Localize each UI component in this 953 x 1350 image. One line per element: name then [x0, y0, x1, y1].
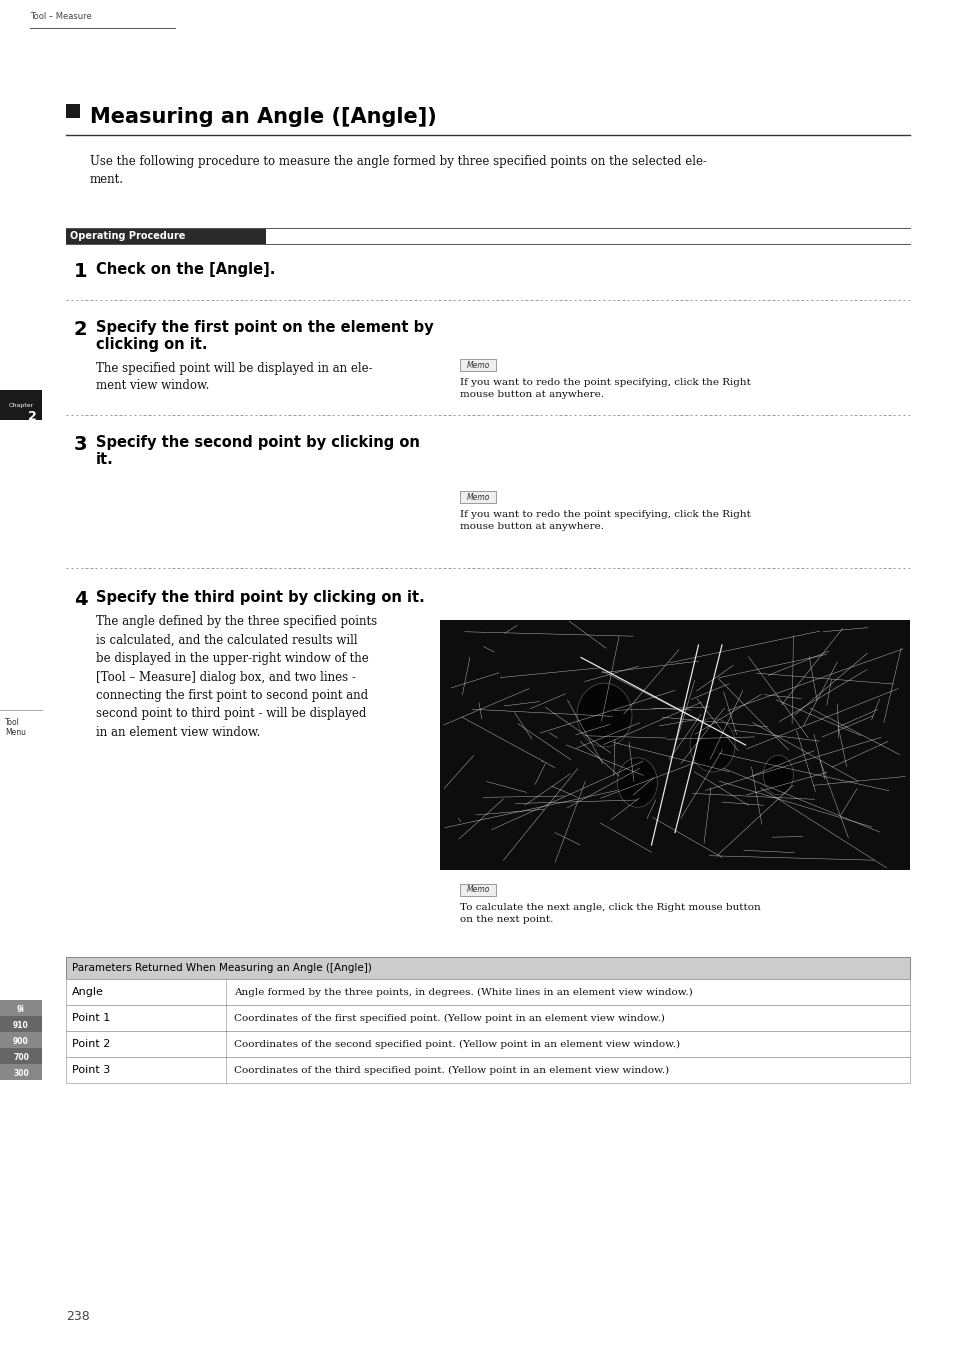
Text: Menu: Menu [5, 728, 26, 737]
Text: 2: 2 [28, 409, 36, 423]
Text: 900: 900 [13, 1037, 29, 1045]
Text: Point 2: Point 2 [71, 1040, 111, 1049]
Text: Point 1: Point 1 [71, 1012, 111, 1023]
Ellipse shape [617, 757, 657, 807]
Text: Specify the first point on the element by
clicking on it.: Specify the first point on the element b… [96, 320, 434, 352]
Bar [66, 1031, 909, 1057]
Text: Coordinates of the second specified point. (Yellow point in an element view wind: Coordinates of the second specified poin… [233, 1040, 679, 1049]
Text: 238: 238 [66, 1310, 90, 1323]
Text: 9i: 9i [17, 1004, 25, 1014]
Text: Specify the third point by clicking on it.: Specify the third point by clicking on i… [96, 590, 424, 605]
Text: Memo: Memo [466, 360, 489, 370]
Text: Chapter: Chapter [9, 404, 33, 409]
Bar [0, 1031, 42, 1048]
Text: Measuring an Angle ([Angle]): Measuring an Angle ([Angle]) [90, 107, 436, 127]
Text: Coordinates of the third specified point. (Yellow point in an element view windo: Coordinates of the third specified point… [233, 1065, 668, 1075]
Bar [0, 1048, 42, 1064]
Text: The specified point will be displayed in an ele-
ment view window.: The specified point will be displayed in… [96, 362, 373, 391]
Bar [66, 979, 909, 1004]
Text: Parameters Returned When Measuring an Angle ([Angle]): Parameters Returned When Measuring an An… [71, 963, 372, 973]
Bar [0, 1064, 42, 1080]
Bar [66, 957, 909, 979]
Text: Point 3: Point 3 [71, 1065, 111, 1075]
Text: Use the following procedure to measure the angle formed by three specified point: Use the following procedure to measure t… [90, 155, 706, 186]
Text: The angle defined by the three specified points
is calculated, and the calculate: The angle defined by the three specified… [96, 616, 376, 738]
Bar [0, 1000, 42, 1017]
Bar [66, 104, 80, 117]
Text: 3: 3 [74, 435, 88, 454]
Text: Memo: Memo [466, 493, 489, 501]
Ellipse shape [762, 755, 793, 795]
Text: Coordinates of the first specified point. (Yellow point in an element view windo: Coordinates of the first specified point… [233, 1014, 664, 1022]
Bar [459, 884, 496, 896]
Text: 300: 300 [13, 1068, 29, 1077]
Text: 4: 4 [74, 590, 88, 609]
Text: If you want to redo the point specifying, click the Right
mouse button at anywhe: If you want to redo the point specifying… [459, 378, 750, 398]
Text: Specify the second point by clicking on
it.: Specify the second point by clicking on … [96, 435, 419, 467]
Text: 1: 1 [74, 262, 88, 281]
Text: Memo: Memo [466, 886, 489, 895]
Ellipse shape [577, 683, 631, 747]
Text: Angle formed by the three points, in degrees. (White lines in an element view wi: Angle formed by the three points, in deg… [233, 987, 692, 996]
Text: Tool: Tool [5, 718, 20, 728]
Text: If you want to redo the point specifying, click the Right
mouse button at anywhe: If you want to redo the point specifying… [459, 510, 750, 531]
Bar [0, 390, 42, 420]
Text: 2: 2 [74, 320, 88, 339]
Bar [66, 228, 266, 244]
Bar [0, 1017, 42, 1031]
Text: Angle: Angle [71, 987, 104, 998]
Text: Tool – Measure: Tool – Measure [30, 12, 91, 22]
Bar [459, 359, 496, 371]
Bar [66, 1004, 909, 1031]
Bar [439, 620, 909, 869]
Ellipse shape [689, 718, 735, 772]
Text: Operating Procedure: Operating Procedure [70, 231, 185, 242]
Text: To calculate the next angle, click the Right mouse button
on the next point.: To calculate the next angle, click the R… [459, 903, 760, 923]
Bar [459, 491, 496, 504]
Text: Check on the [Angle].: Check on the [Angle]. [96, 262, 275, 277]
Bar [66, 1057, 909, 1083]
Text: 910: 910 [13, 1021, 29, 1030]
Text: 700: 700 [13, 1053, 29, 1061]
